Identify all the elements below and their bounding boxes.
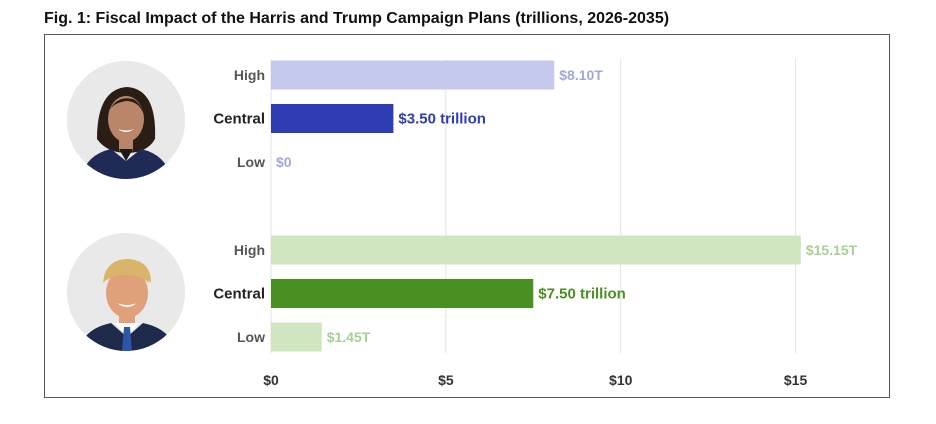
data-label: $7.50 trillion xyxy=(538,286,626,303)
x-tick-label: $10 xyxy=(609,372,633,388)
data-label: $15.15T xyxy=(806,242,858,258)
category-label: Low xyxy=(237,329,265,345)
bar xyxy=(271,235,801,265)
x-tick-label: $0 xyxy=(263,372,279,388)
category-label: High xyxy=(234,242,265,258)
x-tick-label: $15 xyxy=(784,372,808,388)
harris-portrait xyxy=(67,61,185,179)
chart-title: Fig. 1: Fiscal Impact of the Harris and … xyxy=(44,10,670,27)
category-label: High xyxy=(234,67,265,83)
bar xyxy=(271,60,555,90)
category-label: Central xyxy=(213,111,265,128)
x-tick-label: $5 xyxy=(438,372,454,388)
data-label: $3.50 trillion xyxy=(398,111,486,128)
bar xyxy=(271,279,534,308)
data-label: $8.10T xyxy=(559,67,603,83)
trump-portrait xyxy=(67,233,185,351)
data-label: $0 xyxy=(276,154,292,170)
category-label: Central xyxy=(213,286,265,303)
bar xyxy=(271,322,322,352)
bar-chart: $0 $5 $10 $15 High $8.10T Central $3.50 trillio… xyxy=(213,59,858,388)
category-label: Low xyxy=(237,154,265,170)
bar xyxy=(271,104,394,133)
chart-frame: $0 $5 $10 $15 High $8.10T Central $3.50 trillio… xyxy=(44,34,890,398)
data-label: $1.45T xyxy=(327,329,371,345)
